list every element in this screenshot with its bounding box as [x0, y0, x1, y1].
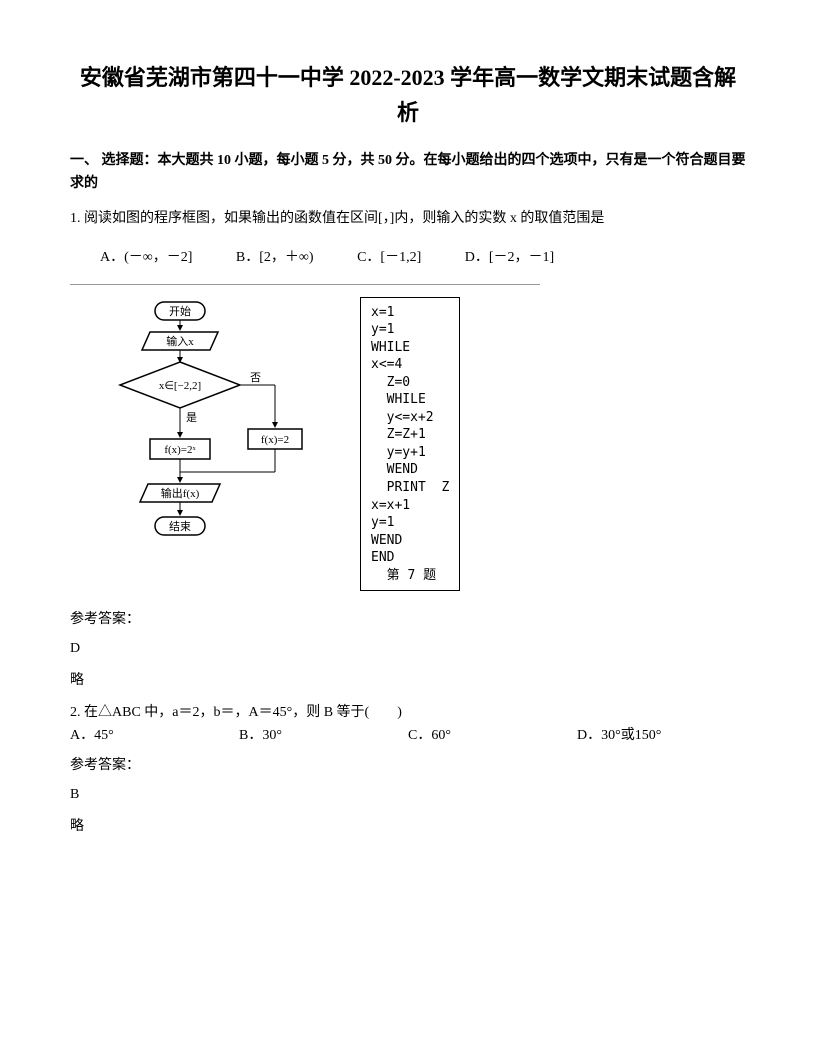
q1-options: A．(－∞，－2] B．[2，＋∞) C．[－1,2] D．[－2，－1]: [100, 247, 746, 269]
fc-no: 否: [250, 372, 261, 384]
fc-start: 开始: [169, 304, 191, 318]
q2-option-b: B．30°: [239, 725, 408, 747]
fc-fx2: f(x)=2: [261, 434, 289, 446]
q2-answer: B: [70, 784, 746, 806]
q1-option-a: A．(－∞，－2]: [100, 247, 192, 269]
q2-answer-label: 参考答案：: [70, 755, 746, 777]
q2-option-d: D．30°或150°: [577, 725, 746, 747]
q2-option-a: A．45°: [70, 725, 239, 747]
fc-cond: x∈[−2,2]: [159, 380, 201, 392]
q1-option-c: C．[－1,2]: [357, 247, 421, 269]
pseudocode-box: x=1 y=1 WHILE x<=4 Z=0 WHILE y<=x+2 Z=Z+…: [360, 297, 460, 592]
divider: [70, 284, 540, 285]
q1-option-b: B．[2，＋∞): [236, 247, 314, 269]
q1-option-d: D．[－2，－1]: [465, 247, 554, 269]
q1-answer: D: [70, 638, 746, 660]
page-title: 安徽省芜湖市第四十一中学 2022-2023 学年高一数学文期末试题含解析: [70, 60, 746, 130]
fc-end: 结束: [169, 520, 191, 533]
fc-yes: 是: [186, 411, 197, 424]
q2-option-c: C．60°: [408, 725, 577, 747]
q1-stem: 1. 阅读如图的程序框图，如果输出的函数值在区间[，]内，则输入的实数 x 的取…: [70, 205, 746, 233]
q1-answer-label: 参考答案：: [70, 609, 746, 631]
fc-output: 输出f(x): [161, 486, 200, 500]
q2-stem: 2. 在△ABC 中，a＝2，b＝，A＝45°，则 B 等于( ): [70, 702, 746, 724]
fc-fx1: f(x)=2ˣ: [164, 444, 196, 456]
q1-brief: 略: [70, 670, 746, 692]
q1-figures: 开始 输入x x∈[−2,2] 否 f(x)=2 是 f(x)=2ˣ: [100, 297, 746, 592]
section-1-header: 一、 选择题：本大题共 10 小题，每小题 5 分，共 50 分。在每小题给出的…: [70, 150, 746, 195]
q2-options: A．45° B．30° C．60° D．30°或150°: [70, 725, 746, 747]
fc-input: 输入x: [166, 334, 194, 348]
flowchart-diagram: 开始 输入x x∈[−2,2] 否 f(x)=2 是 f(x)=2ˣ: [100, 297, 320, 557]
q2-brief: 略: [70, 816, 746, 838]
